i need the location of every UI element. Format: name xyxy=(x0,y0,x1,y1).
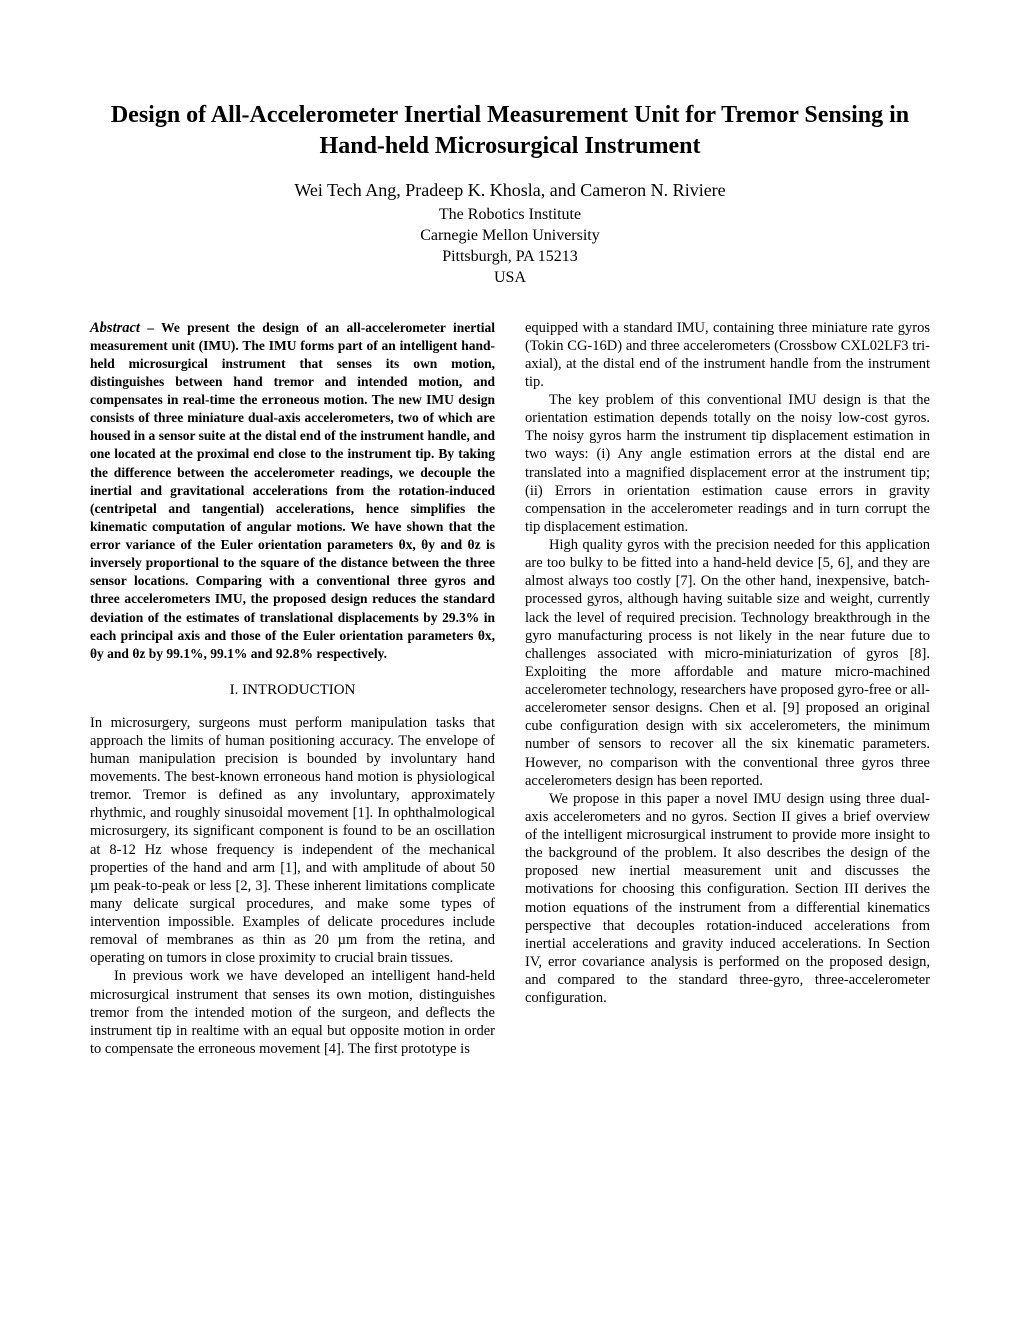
abstract-text: We present the design of an all-accelero… xyxy=(90,320,495,661)
intro-para-2: In previous work we have developed an in… xyxy=(90,967,495,1058)
paper-page: Design of All-Accelerometer Inertial Mea… xyxy=(0,0,1020,1320)
two-column-body: Abstract – We present the design of an a… xyxy=(90,319,930,1059)
right-para-2: The key problem of this conventional IMU… xyxy=(525,391,930,536)
title-line-2: Hand-held Microsurgical Instrument xyxy=(320,133,701,159)
right-para-3: High quality gyros with the precision ne… xyxy=(525,536,930,790)
authors: Wei Tech Ang, Pradeep K. Khosla, and Cam… xyxy=(90,180,930,201)
section-1-heading: I. INTRODUCTION xyxy=(90,681,495,700)
left-column: Abstract – We present the design of an a… xyxy=(90,319,495,1059)
title-line-1: Design of All-Accelerometer Inertial Mea… xyxy=(111,102,909,128)
affiliation-line-1: The Robotics Institute xyxy=(439,206,581,223)
paper-title: Design of All-Accelerometer Inertial Mea… xyxy=(90,100,930,162)
affiliation-line-4: USA xyxy=(494,269,526,286)
affiliation-line-2: Carnegie Mellon University xyxy=(420,227,600,244)
affiliation-block: The Robotics Institute Carnegie Mellon U… xyxy=(90,205,930,288)
abstract-paragraph: Abstract – We present the design of an a… xyxy=(90,319,495,663)
right-para-4: We propose in this paper a novel IMU des… xyxy=(525,790,930,1008)
right-column: equipped with a standard IMU, containing… xyxy=(525,319,930,1059)
affiliation-line-3: Pittsburgh, PA 15213 xyxy=(442,248,578,265)
abstract-label: Abstract xyxy=(90,320,140,336)
intro-para-1: In microsurgery, surgeons must perform m… xyxy=(90,714,495,968)
right-para-1: equipped with a standard IMU, containing… xyxy=(525,319,930,392)
abstract-dash: – xyxy=(140,320,161,335)
